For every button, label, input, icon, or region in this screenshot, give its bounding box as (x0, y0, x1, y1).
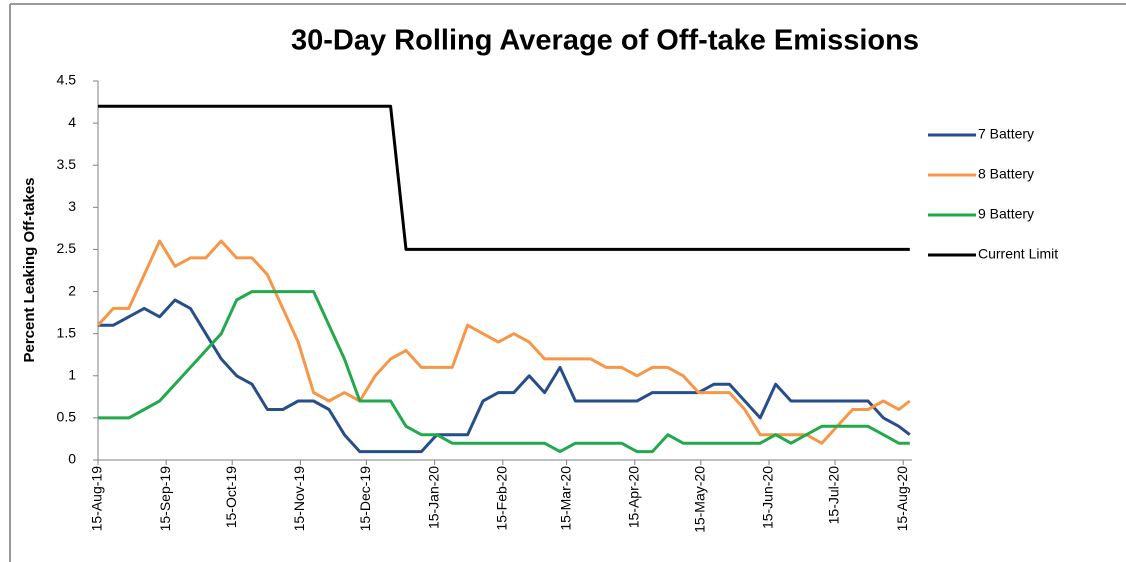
y-tick-label: 3.5 (57, 156, 77, 172)
y-tick-label: 1 (68, 366, 76, 382)
x-tick-label: 15-Apr-20 (626, 466, 642, 528)
legend-label: Current Limit (978, 246, 1058, 262)
y-tick-label: 0 (68, 451, 76, 467)
y-tick-label: 4.5 (57, 72, 77, 88)
x-tick-label: 15-Mar-20 (557, 466, 573, 531)
x-tick-label: 15-Jun-20 (760, 466, 776, 529)
series-line (98, 104, 910, 251)
x-tick-label: 15-Feb-20 (494, 466, 510, 531)
y-axis-label: Percent Leaking Off-takes (21, 177, 38, 362)
x-tick-label: 15-Jan-20 (425, 466, 441, 529)
x-tick-label: 15-Aug-20 (894, 466, 910, 532)
y-tick-label: 0.5 (57, 409, 77, 425)
x-tick-label: 15-Nov-19 (291, 466, 307, 532)
y-tick-label: 4 (68, 114, 76, 130)
y-tick-label: 2.5 (57, 240, 77, 256)
series-line (96, 239, 911, 445)
y-tick-label: 2 (68, 282, 76, 298)
x-tick-label: 15-Oct-19 (223, 466, 239, 528)
y-tick-label: 1.5 (57, 324, 77, 340)
series-line (98, 290, 910, 454)
x-tick-label: 15-Dec-19 (357, 466, 373, 532)
x-tick-label: 15-Aug-19 (89, 466, 105, 532)
chart-title: 30-Day Rolling Average of Off-take Emiss… (291, 25, 919, 57)
x-tick-label: 15-May-20 (692, 466, 708, 533)
legend-label: 8 Battery (978, 166, 1034, 182)
series-line (98, 298, 911, 454)
legend-label: 9 Battery (978, 206, 1034, 222)
x-tick-label: 15-Sep-19 (157, 466, 173, 532)
legend-label: 7 Battery (978, 126, 1034, 142)
y-tick-label: 3 (68, 198, 76, 214)
x-tick-label: 15-Jul-20 (826, 466, 842, 525)
